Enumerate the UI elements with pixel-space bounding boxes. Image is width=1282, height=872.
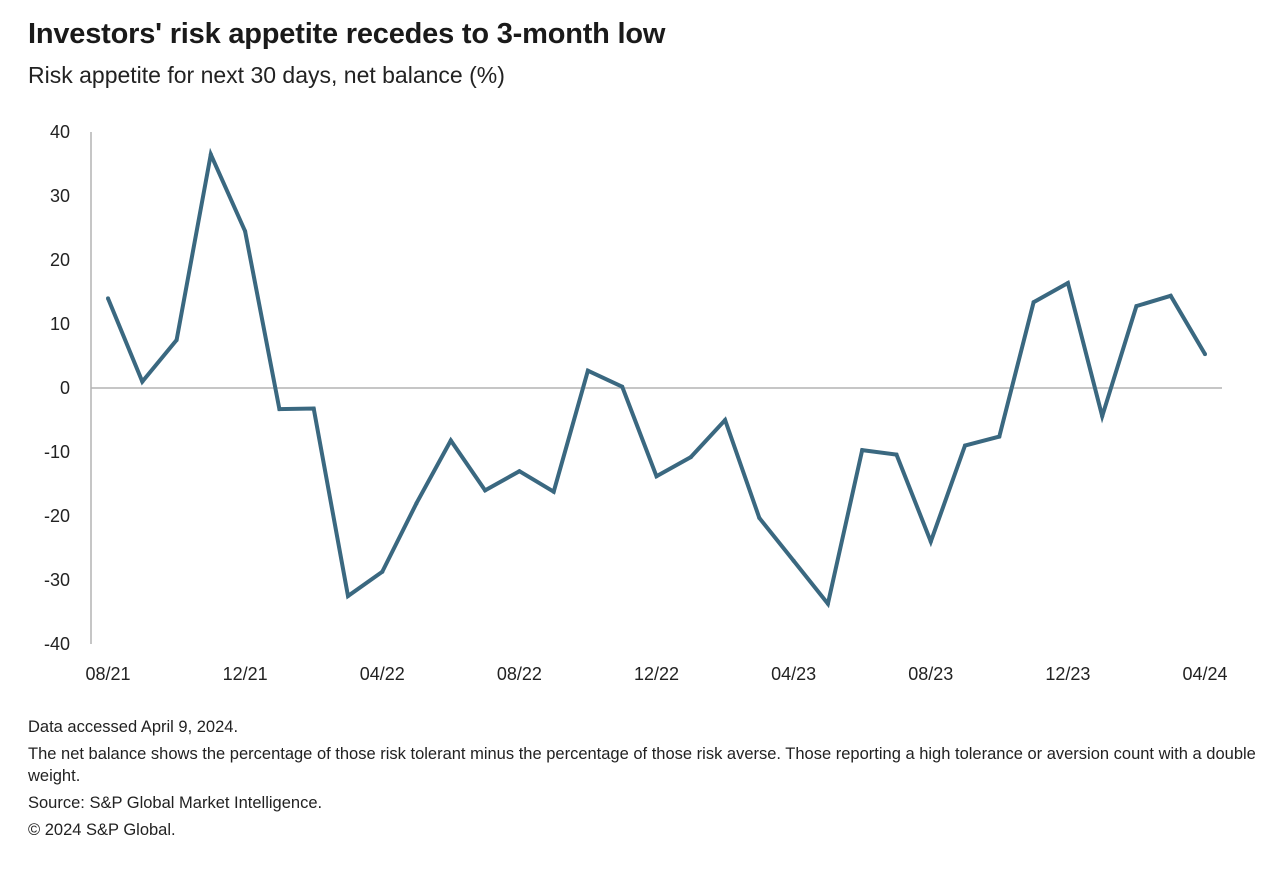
data-point [757, 515, 762, 520]
data-point [1065, 281, 1070, 285]
y-tick-label: 40 [50, 122, 70, 142]
y-tick-label: 0 [60, 378, 70, 398]
x-tick-labels: 08/21 12/21 04/22 08/22 12/22 04/23 08/23 12/23… [85, 664, 1227, 684]
data-point [1100, 414, 1105, 419]
chart-title: Investors' risk appetite recedes to 3-mo… [28, 18, 666, 50]
data-point [380, 569, 385, 574]
y-tick-label: -20 [44, 506, 70, 526]
data-point [688, 455, 693, 460]
data-point [963, 443, 967, 448]
data-point [346, 594, 350, 598]
footnotes: Data accessed April 9, 2024. The net bal… [28, 716, 1258, 846]
x-tick-label: 12/23 [1045, 664, 1090, 684]
y-tick-label: 30 [50, 186, 70, 206]
data-point [174, 338, 179, 342]
data-point [414, 501, 419, 506]
data-point [860, 448, 865, 453]
note-source: Source: S&P Global Market Intelligence. [28, 794, 323, 812]
data-point [208, 152, 213, 157]
data-point [243, 229, 248, 234]
data-point [1134, 304, 1139, 309]
data-point [140, 379, 145, 384]
data-point [791, 558, 796, 563]
data-point [517, 469, 522, 474]
data-point [1168, 293, 1173, 298]
note-accessed: Data accessed April 9, 2024. [28, 718, 239, 736]
data-point [825, 601, 830, 606]
x-tick-label: 12/22 [634, 664, 679, 684]
data-point [928, 539, 933, 544]
chart-subtitle: Risk appetite for next 30 days, net bala… [28, 62, 505, 88]
y-tick-label: 10 [50, 314, 70, 334]
x-tick-label: 08/23 [908, 664, 953, 684]
x-tick-label: 12/21 [223, 664, 268, 684]
data-point [106, 296, 110, 301]
series-line-risk-appetite [106, 147, 1207, 609]
data-points [106, 152, 1207, 606]
data-point [277, 407, 282, 412]
y-tick-label: -40 [44, 634, 70, 654]
x-tick-label: 08/21 [85, 664, 130, 684]
data-point [654, 474, 659, 479]
y-tick-label: -30 [44, 570, 70, 590]
x-tick-label: 04/22 [360, 664, 405, 684]
x-tick-label: 08/22 [497, 664, 542, 684]
x-tick-label: 04/24 [1182, 664, 1227, 684]
data-point [483, 488, 488, 493]
x-tick-label: 04/23 [771, 664, 816, 684]
data-point [1203, 352, 1207, 357]
data-point [448, 438, 453, 443]
data-point [620, 384, 625, 389]
y-tick-labels: 40 30 20 10 0 -10 -20 -30 -40 [44, 122, 70, 654]
data-point [894, 452, 899, 457]
note-copyright: © 2024 S&P Global. [28, 821, 176, 839]
data-point [311, 406, 316, 411]
y-tick-label: -10 [44, 442, 70, 462]
data-point [997, 434, 1002, 439]
note-definition: The net balance shows the percentage of … [28, 745, 1256, 785]
data-point [1031, 300, 1036, 305]
data-point [585, 368, 590, 373]
y-tick-label: 20 [50, 250, 70, 270]
data-point [551, 489, 556, 494]
data-point [723, 418, 728, 422]
